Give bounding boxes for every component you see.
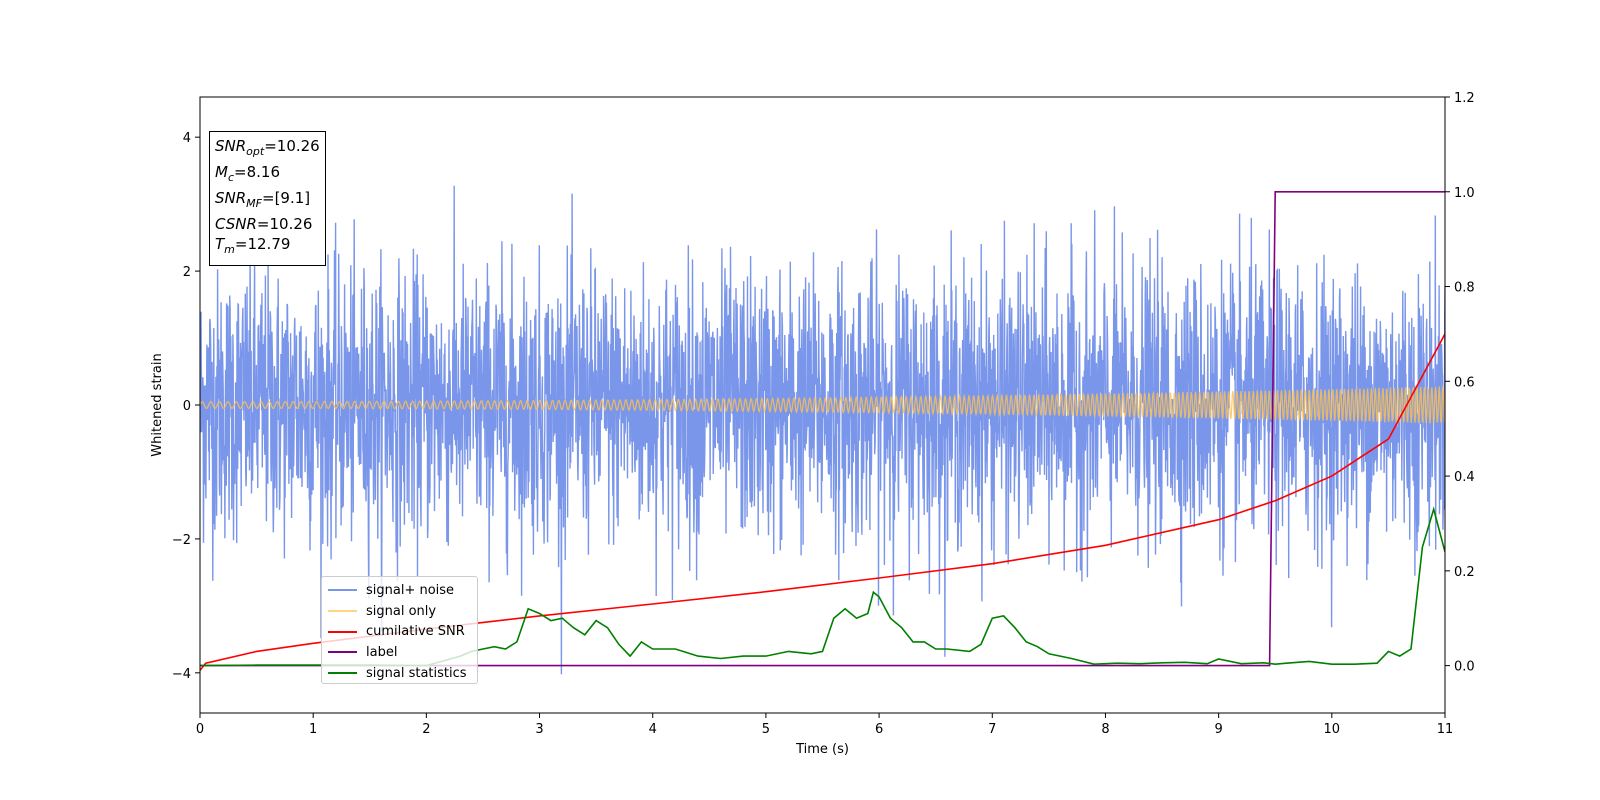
legend-swatch xyxy=(328,630,357,633)
x-tick-label: 2 xyxy=(422,722,430,737)
legend-item: signal+ noise xyxy=(322,580,477,601)
y-tick-label: 2 xyxy=(183,265,191,280)
legend-item: cumilative SNR xyxy=(322,621,477,642)
legend-item: label xyxy=(322,642,477,663)
y2-tick-label: 0.0 xyxy=(1454,660,1475,675)
plot-area xyxy=(200,185,1445,675)
legend-label: signal statistics xyxy=(366,665,467,681)
signal-noise-line xyxy=(200,185,1445,675)
x-tick-label: 4 xyxy=(649,722,657,737)
x-tick-label: 0 xyxy=(196,722,204,737)
legend: signal+ noise signal only cumilative SNR… xyxy=(321,576,478,684)
x-tick-label: 3 xyxy=(535,722,543,737)
legend-label: cumilative SNR xyxy=(366,624,465,640)
mc-annotation: Mc=8.16 xyxy=(215,163,280,184)
x-tick-label: 10 xyxy=(1324,722,1341,737)
legend-swatch xyxy=(328,672,357,675)
x-tick-label: 6 xyxy=(875,722,883,737)
series-group xyxy=(200,185,1445,675)
y-axis-label: Whitened strain xyxy=(150,353,165,456)
x-tick-label: 7 xyxy=(988,722,996,737)
axes: 0 1 2 3 4 5 6 7 8 9 10 11 4 2 0 −2 −4 1.2 1.0 0.8 0.6 0.4 0.2 0… xyxy=(150,91,1475,757)
legend-swatch xyxy=(328,610,357,613)
legend-item: signal statistics xyxy=(322,663,477,684)
x-axis-label: Time (s) xyxy=(795,742,849,757)
legend-label: signal only xyxy=(366,603,437,619)
snr-mf-annotation: SNRMF=[9.1] xyxy=(215,189,311,210)
y-tick-label: −2 xyxy=(172,533,191,548)
signal-only-line xyxy=(200,385,1445,425)
signal-statistics-line xyxy=(200,506,1445,667)
x-tick-label: 8 xyxy=(1101,722,1109,737)
label-line xyxy=(200,191,1445,667)
y-tick-label: 0 xyxy=(183,399,191,414)
y-tick-label: −4 xyxy=(172,667,191,682)
cumulative-snr-line xyxy=(200,333,1445,671)
y2-tick-label: 0.8 xyxy=(1454,281,1475,296)
legend-label: signal+ noise xyxy=(366,582,455,598)
legend-label: label xyxy=(366,644,398,660)
y2-tick-label: 1.2 xyxy=(1454,91,1475,106)
y2-tick-label: 1.0 xyxy=(1454,186,1475,201)
legend-swatch xyxy=(328,589,357,592)
y2-tick-label: 0.6 xyxy=(1454,375,1475,390)
x-tick-label: 11 xyxy=(1437,722,1454,737)
y2-tick-label: 0.2 xyxy=(1454,565,1475,580)
legend-swatch xyxy=(328,651,357,654)
annotation-box: SNRopt=10.26 Mc=8.16 SNRMF=[9.1] CSNR=10… xyxy=(209,131,326,266)
x-tick-label: 9 xyxy=(1214,722,1222,737)
snr-opt-annotation: SNRopt=10.26 xyxy=(215,137,320,158)
y2-tick-label: 0.4 xyxy=(1454,470,1475,485)
tm-annotation: Tm=12.79 xyxy=(215,235,291,256)
x-tick-label: 1 xyxy=(309,722,317,737)
x-tick-label: 5 xyxy=(762,722,770,737)
y-tick-label: 4 xyxy=(183,131,191,146)
legend-item: signal only xyxy=(322,601,477,622)
csnr-annotation: CSNR=10.26 xyxy=(215,215,313,233)
